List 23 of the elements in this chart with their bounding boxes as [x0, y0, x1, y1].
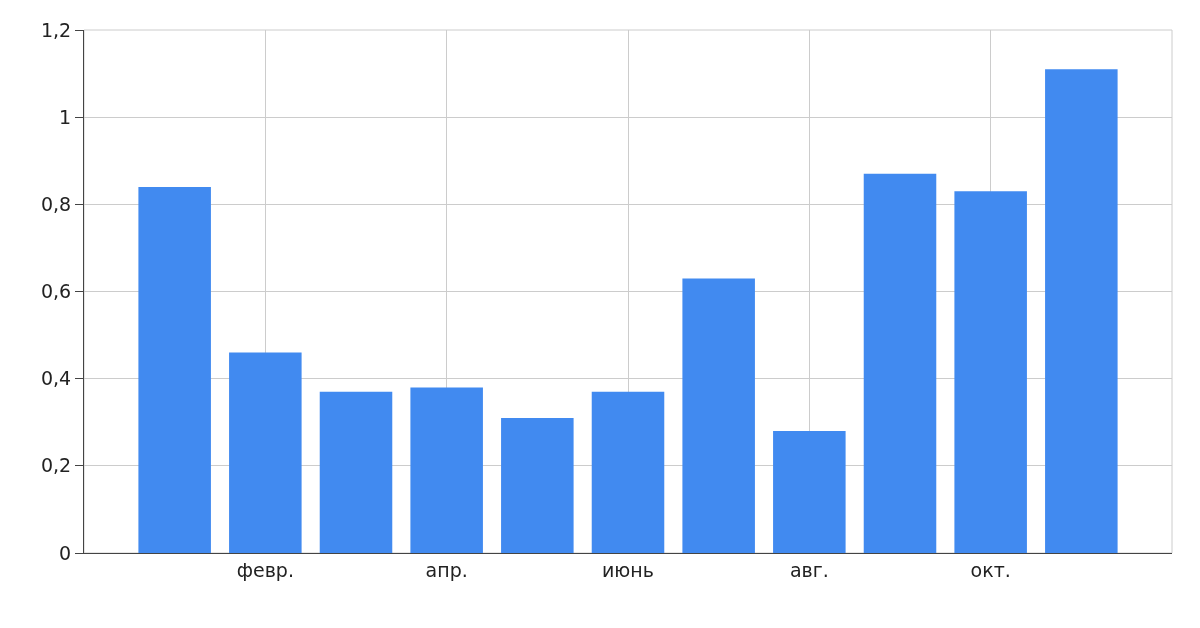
bar [954, 191, 1027, 553]
bar [1045, 69, 1118, 553]
bar [863, 173, 937, 553]
y-tick-label: 0,6 [40, 280, 72, 303]
bar [138, 186, 211, 553]
y-tick-label: 0,8 [40, 192, 72, 215]
x-tick-label: февр. [236, 558, 294, 581]
x-tick-label: июнь [602, 558, 654, 581]
bar [501, 417, 574, 553]
bar [773, 430, 846, 553]
y-tick-label: 1 [59, 105, 72, 128]
y-tick-label: 1,2 [40, 18, 72, 41]
y-tick-label: 0 [59, 541, 72, 564]
bar [410, 387, 483, 553]
bar [591, 391, 665, 553]
x-tick-label: авг. [789, 558, 829, 581]
bar [319, 391, 393, 553]
x-tick-label: окт. [970, 558, 1011, 581]
x-tick-label: апр. [425, 558, 468, 581]
bar [229, 352, 302, 553]
bar [682, 278, 755, 553]
y-tick-label: 0,2 [40, 454, 72, 477]
y-tick-label: 0,4 [40, 367, 72, 390]
